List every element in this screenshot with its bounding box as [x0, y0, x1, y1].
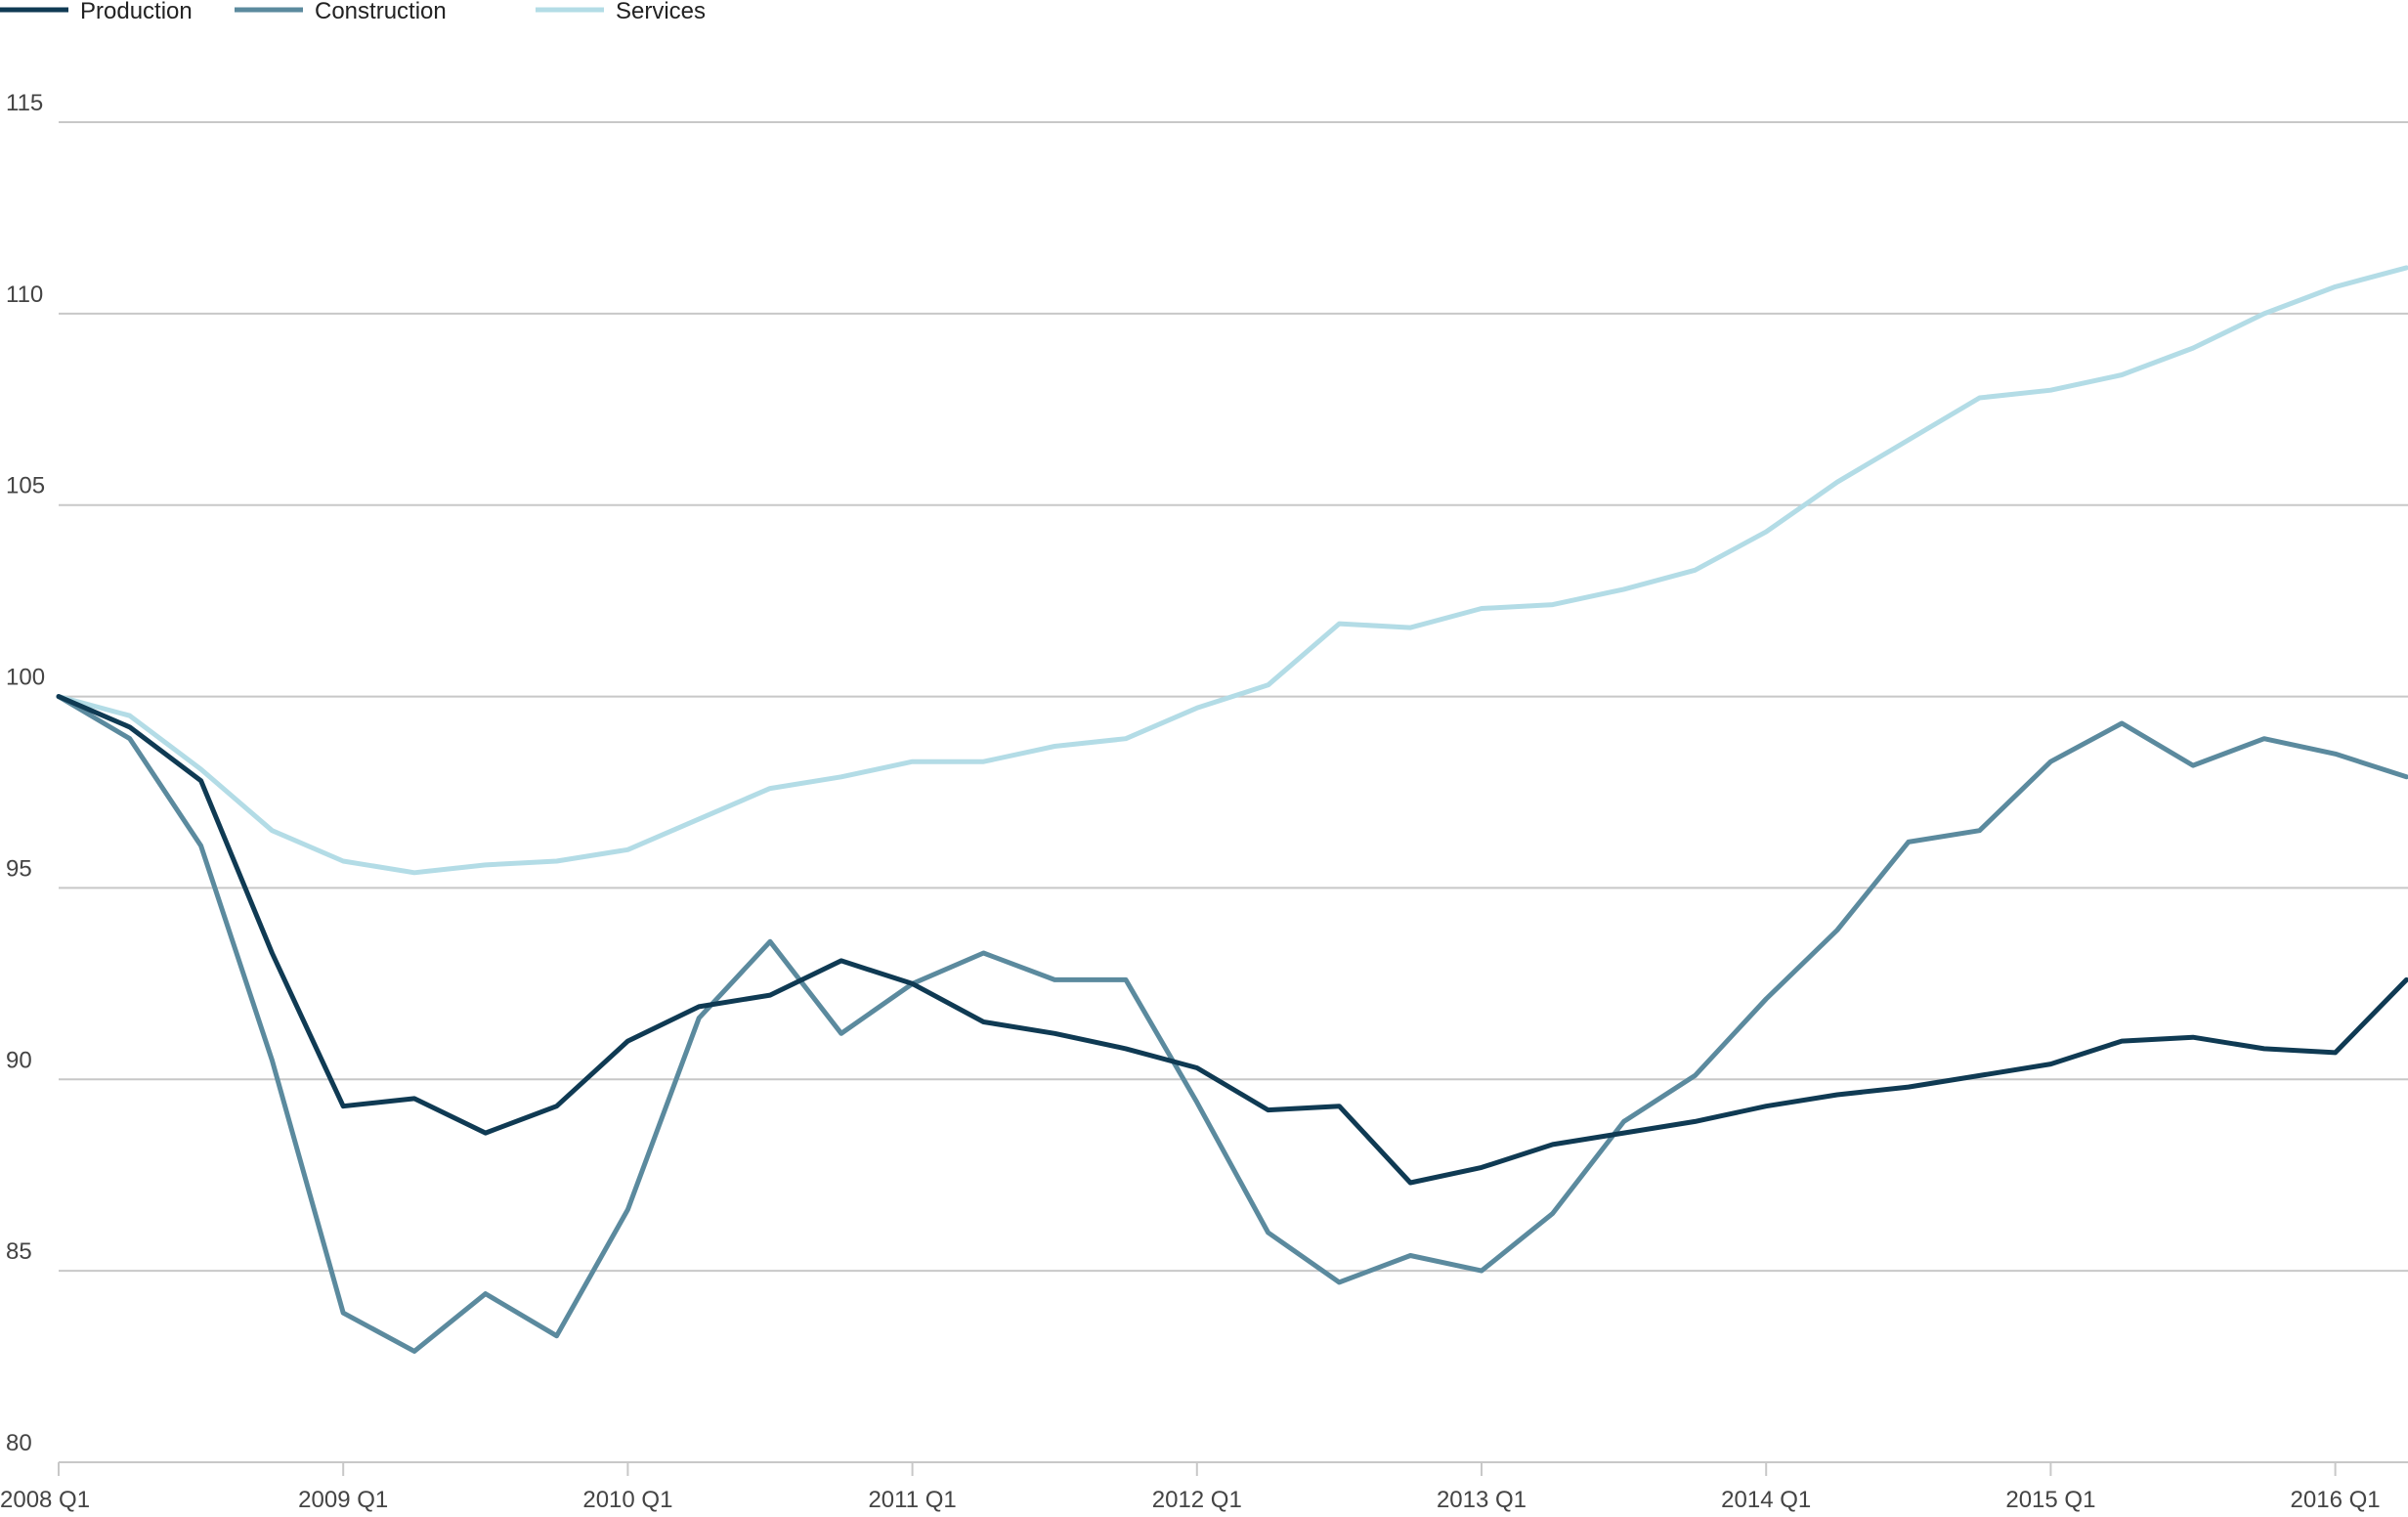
- y-axis-tick-labels: 80 85 90 95 100 105 110 115: [6, 90, 45, 1456]
- legend-item-services: Services: [536, 0, 706, 24]
- legend-item-construction: Construction: [235, 0, 447, 24]
- x-tick-label-2013-q1: 2013 Q1: [1437, 1487, 1526, 1513]
- legend-label-services: Services: [616, 0, 706, 24]
- y-tick-label-115: 115: [6, 90, 43, 116]
- y-tick-label-100: 100: [6, 665, 45, 691]
- legend: Production Construction Services: [0, 0, 706, 24]
- x-axis-tick-labels: 2008 Q1 2009 Q1 2010 Q1 2011 Q1 2012 Q1 2013 …: [0, 1462, 2381, 1513]
- y-tick-label-85: 85: [6, 1238, 32, 1265]
- series-lines: [56, 265, 2408, 1354]
- series-line-services: [56, 265, 2408, 876]
- y-tick-label-105: 105: [6, 473, 45, 499]
- series-line-production: [56, 694, 2408, 1186]
- series-line-construction: [56, 694, 2408, 1354]
- x-tick-label-2014-q1: 2014 Q1: [1721, 1487, 1811, 1513]
- legend-item-production: Production: [0, 0, 193, 24]
- legend-label-construction: Construction: [315, 0, 447, 24]
- y-tick-label-110: 110: [6, 282, 43, 308]
- x-tick-label-2008-q1: 2008 Q1: [0, 1487, 90, 1513]
- legend-label-production: Production: [80, 0, 193, 24]
- y-tick-label-90: 90: [6, 1047, 32, 1073]
- x-tick-label-2016-q1: 2016 Q1: [2291, 1487, 2381, 1513]
- x-tick-label-2010-q1: 2010 Q1: [582, 1487, 672, 1513]
- y-tick-label-80: 80: [6, 1430, 32, 1456]
- x-tick-label-2012-q1: 2012 Q1: [1152, 1487, 1242, 1513]
- y-tick-label-95: 95: [6, 855, 32, 882]
- x-tick-label-2009-q1: 2009 Q1: [298, 1487, 388, 1513]
- x-tick-label-2015-q1: 2015 Q1: [2005, 1487, 2095, 1513]
- x-tick-label-2011-q1: 2011 Q1: [868, 1487, 956, 1513]
- gridlines: [59, 121, 2408, 1463]
